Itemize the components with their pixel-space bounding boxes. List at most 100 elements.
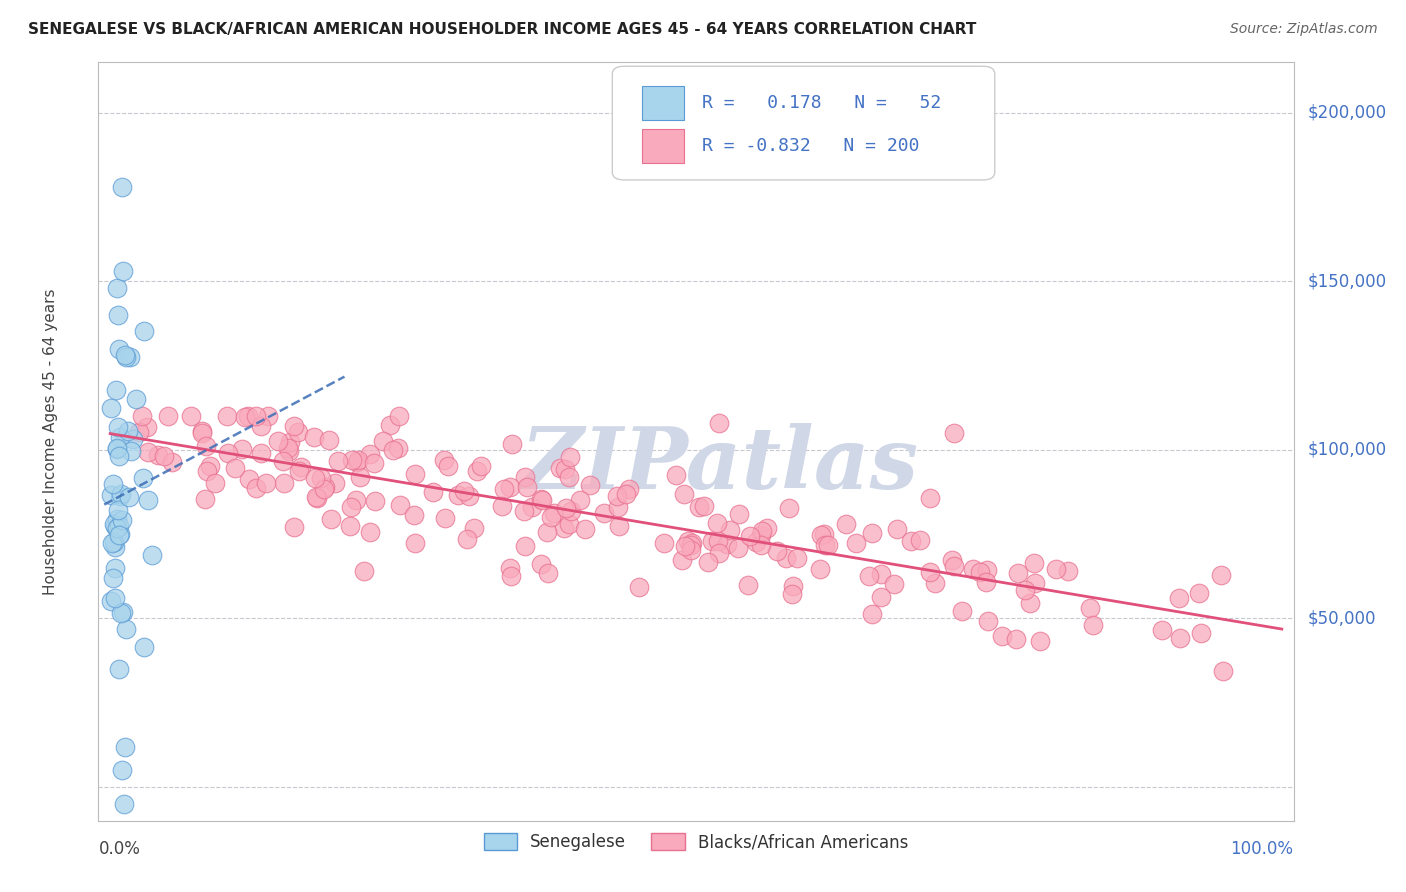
Point (238, 473, 260, 487)
Point (808, 562, 831, 576)
Point (156, 409, 179, 424)
Point (465, 464, 488, 478)
Point (122, 433, 145, 447)
Point (453, 484, 475, 499)
Point (287, 425, 309, 439)
Point (814, 538, 837, 552)
Point (245, 409, 267, 424)
Point (706, 516, 728, 530)
Point (501, 569, 523, 583)
Point (120, 443, 142, 458)
Point (950, 604, 973, 618)
Point (775, 551, 797, 566)
Point (114, 350, 136, 364)
Point (114, 739, 136, 754)
Point (697, 555, 720, 569)
Point (136, 420, 159, 434)
Point (1028, 634, 1050, 648)
FancyBboxPatch shape (643, 86, 685, 120)
Point (942, 426, 965, 441)
Point (290, 460, 312, 475)
Point (1168, 631, 1191, 645)
Point (100, 594, 122, 608)
Point (606, 489, 628, 503)
Point (125, 392, 148, 406)
Point (700, 533, 723, 548)
Point (456, 532, 478, 546)
Point (1045, 562, 1067, 576)
Point (678, 533, 700, 548)
Text: 0.0%: 0.0% (98, 839, 141, 857)
Point (1188, 586, 1211, 600)
Point (494, 483, 516, 497)
Point (749, 528, 772, 542)
Point (671, 553, 693, 567)
Point (1014, 582, 1036, 597)
Point (104, 561, 127, 575)
Point (499, 480, 522, 494)
Point (709, 416, 731, 430)
Point (349, 470, 371, 484)
Point (740, 529, 762, 543)
Point (558, 470, 581, 484)
Point (1081, 618, 1104, 632)
Point (1018, 596, 1040, 610)
Point (110, 606, 132, 620)
Point (132, 640, 155, 654)
Point (132, 324, 155, 338)
Point (756, 521, 779, 535)
Point (813, 527, 835, 541)
Point (574, 522, 596, 536)
Point (160, 455, 183, 469)
Point (681, 542, 703, 557)
Point (103, 477, 125, 491)
Point (977, 614, 1000, 628)
Point (908, 533, 931, 548)
Point (924, 576, 946, 591)
Point (359, 447, 381, 461)
Point (363, 456, 385, 470)
Point (558, 516, 581, 531)
Point (1078, 601, 1101, 615)
Point (314, 480, 336, 494)
Point (402, 508, 425, 523)
Point (860, 607, 883, 622)
Point (433, 453, 456, 467)
Point (1007, 566, 1029, 580)
Text: $200,000: $200,000 (1308, 104, 1386, 122)
Point (110, 487, 132, 501)
Point (751, 524, 773, 538)
Point (107, 449, 129, 463)
Point (364, 493, 387, 508)
Point (194, 492, 217, 507)
Point (111, 180, 134, 194)
Point (105, 281, 128, 295)
Point (104, 591, 127, 605)
Point (962, 561, 984, 575)
Point (103, 516, 125, 531)
Point (786, 550, 808, 565)
Point (463, 521, 485, 535)
Text: R = -0.832   N = 200: R = -0.832 N = 200 (702, 136, 920, 155)
Point (283, 418, 305, 433)
Point (516, 480, 538, 494)
Point (470, 458, 492, 473)
Point (745, 535, 768, 549)
Point (388, 409, 411, 424)
Point (870, 566, 893, 581)
Point (107, 343, 129, 357)
Point (101, 536, 124, 550)
Point (422, 485, 444, 500)
Point (614, 486, 637, 500)
Point (100, 401, 122, 415)
Point (491, 499, 513, 513)
Point (706, 533, 728, 548)
Point (231, 442, 253, 456)
Point (718, 523, 741, 537)
Point (271, 454, 294, 468)
Point (305, 491, 328, 505)
Point (108, 489, 131, 503)
Text: $50,000: $50,000 (1308, 609, 1376, 627)
FancyBboxPatch shape (643, 128, 685, 163)
Point (339, 500, 361, 515)
